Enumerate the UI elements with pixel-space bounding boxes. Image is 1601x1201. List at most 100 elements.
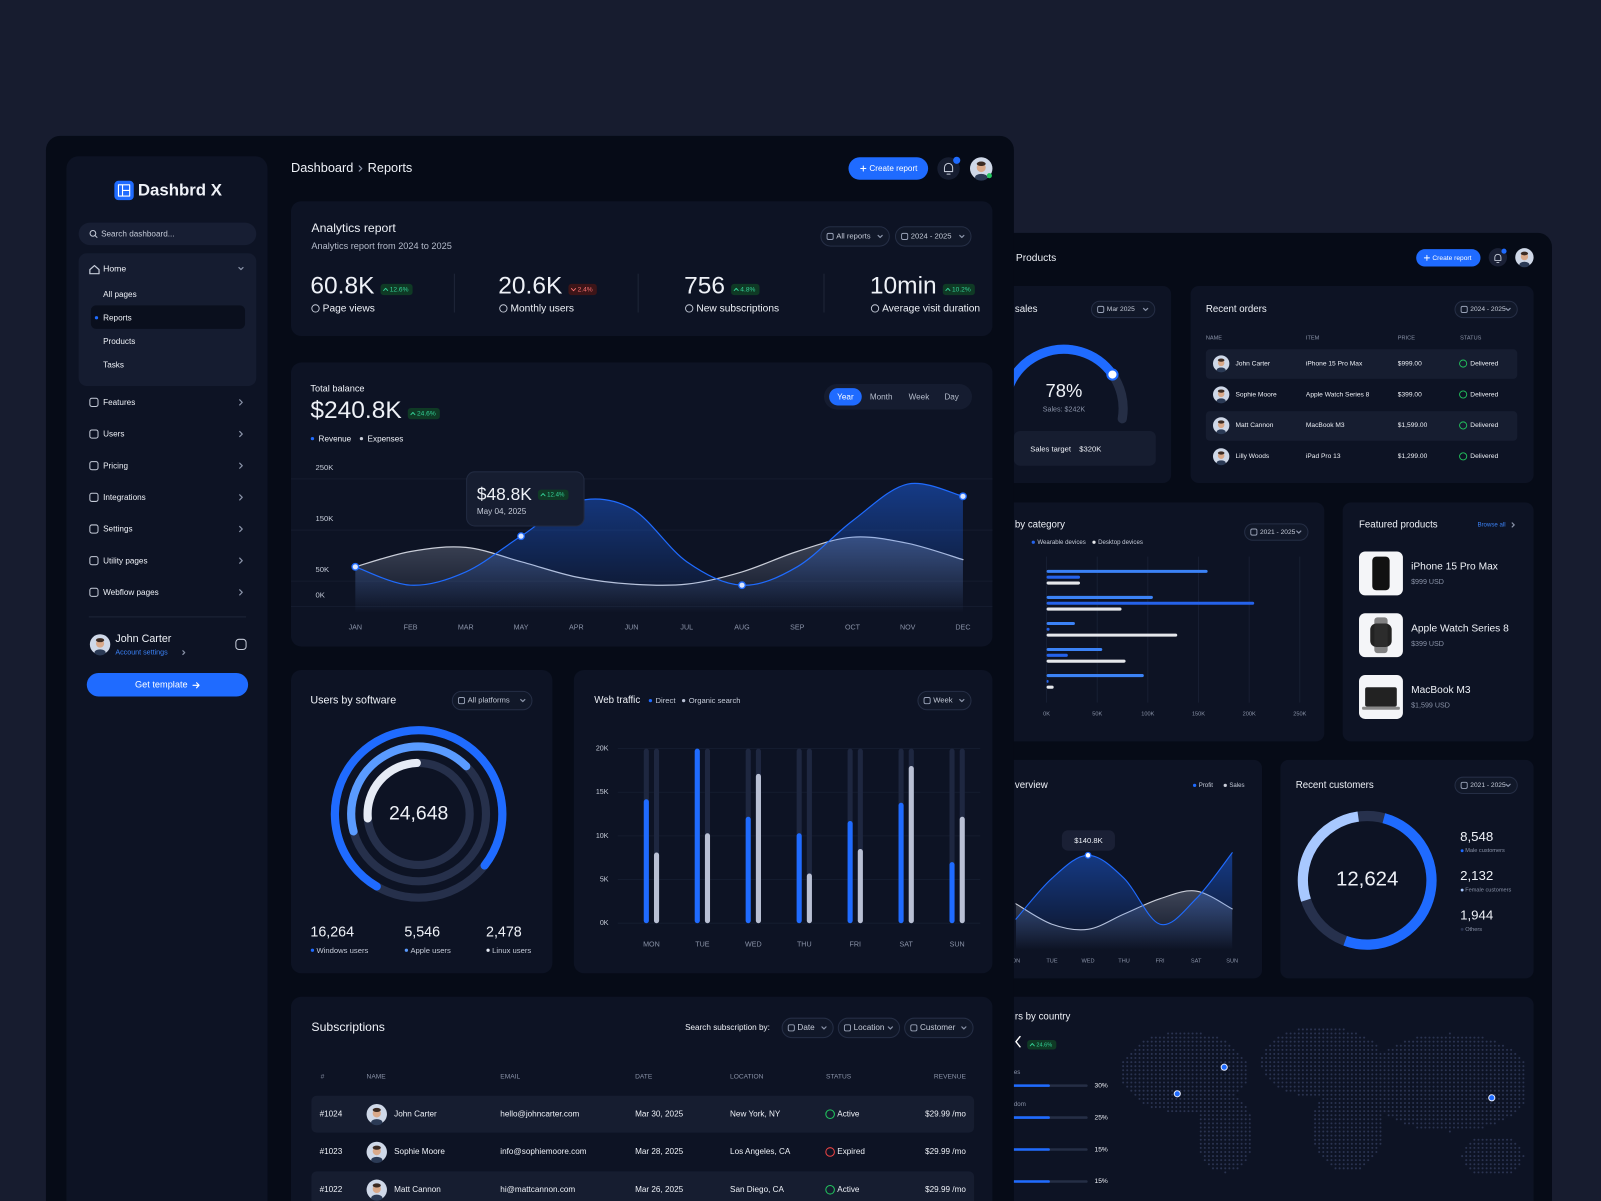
map-dot xyxy=(1350,1134,1353,1137)
user-link[interactable]: Account settings xyxy=(115,648,168,656)
create-button[interactable] xyxy=(1416,249,1481,267)
nav-item[interactable]: Webflow pages xyxy=(103,588,159,597)
map-dot xyxy=(1428,1073,1431,1076)
map-dot xyxy=(1448,1114,1451,1117)
map-dot xyxy=(1514,1159,1517,1162)
search-box[interactable] xyxy=(78,222,257,246)
stat-label: Linux users xyxy=(492,946,531,955)
map-dot xyxy=(1375,1122,1378,1125)
map-dot xyxy=(1371,1134,1374,1137)
map-dot xyxy=(1269,1069,1272,1072)
tab[interactable]: Day xyxy=(944,392,959,401)
map-dot xyxy=(1493,1077,1496,1080)
map-dot xyxy=(1367,1130,1370,1133)
map-dot xyxy=(1273,1069,1276,1072)
map-dot xyxy=(1359,1073,1362,1076)
filter-pill[interactable] xyxy=(1454,776,1518,795)
home-icon xyxy=(89,264,100,275)
map-dot xyxy=(1379,1110,1382,1113)
column-header: ITEM xyxy=(1306,336,1320,342)
nav-item[interactable]: Utility pages xyxy=(103,556,147,565)
map-dot xyxy=(1269,1057,1272,1060)
map-dot xyxy=(1359,1101,1362,1104)
map-dot xyxy=(1514,1146,1517,1149)
map-dot xyxy=(1506,1061,1509,1064)
map-dot xyxy=(1150,1061,1153,1064)
map-dot xyxy=(1326,1044,1329,1047)
tab[interactable]: Month xyxy=(870,392,893,401)
chevron xyxy=(961,1026,967,1030)
nav-item[interactable]: Users xyxy=(103,430,124,439)
search-icon xyxy=(89,229,97,237)
map-dot xyxy=(1301,1089,1304,1092)
create-button[interactable] xyxy=(848,157,929,180)
map-dot xyxy=(1322,1036,1325,1039)
nav-item[interactable]: Settings xyxy=(103,525,132,534)
nav-item[interactable]: Home xyxy=(103,263,126,273)
map-dot xyxy=(1363,1163,1366,1166)
map-dot xyxy=(1187,1040,1190,1043)
map-dot xyxy=(1465,1126,1468,1129)
breadcrumb[interactable]: Dashboard xyxy=(291,160,353,175)
toggle-icon xyxy=(235,638,247,651)
map-dot xyxy=(1322,1073,1325,1076)
map-dot xyxy=(1228,1110,1231,1113)
tab[interactable]: Year xyxy=(837,392,854,401)
map-dot xyxy=(1375,1073,1378,1076)
map-dot xyxy=(1424,1065,1427,1068)
map-dot xyxy=(1506,1065,1509,1068)
map-dot xyxy=(1191,1065,1194,1068)
map-dot xyxy=(1363,1126,1366,1129)
map-dot xyxy=(1424,1044,1427,1047)
map-dot xyxy=(1322,1146,1325,1149)
nav-item[interactable]: Pricing xyxy=(103,461,128,470)
map-dot xyxy=(1477,1089,1480,1092)
item-name: iPhone 15 Pro Max xyxy=(1306,360,1363,367)
nav-subitem[interactable]: Reports xyxy=(103,313,132,322)
map-dot xyxy=(1485,1081,1488,1084)
filter-pill[interactable] xyxy=(820,226,890,247)
map-dot xyxy=(1399,1106,1402,1109)
map-dot xyxy=(1346,1101,1349,1104)
map-dot xyxy=(1481,1061,1484,1064)
map-dot xyxy=(1354,1040,1357,1043)
map-dot xyxy=(1416,1101,1419,1104)
filter-pill[interactable] xyxy=(904,1017,974,1039)
tab[interactable]: Week xyxy=(909,392,931,401)
change-text: 12.6% xyxy=(390,287,409,294)
map-dot xyxy=(1187,1069,1190,1072)
map-dot xyxy=(1522,1077,1525,1080)
map-dot xyxy=(1424,1097,1427,1100)
map-dot xyxy=(1403,1081,1406,1084)
nav-item[interactable]: Integrations xyxy=(103,493,146,502)
map-dot xyxy=(1175,1044,1178,1047)
filter-pill[interactable] xyxy=(1244,523,1309,541)
cta-button[interactable] xyxy=(86,673,249,697)
bar xyxy=(755,773,761,924)
map-dot xyxy=(1228,1048,1231,1051)
map-dot xyxy=(1224,1146,1227,1149)
filter-pill[interactable] xyxy=(781,1017,834,1039)
filter-pill[interactable] xyxy=(1454,300,1518,319)
filter-pill[interactable] xyxy=(837,1017,901,1039)
browse-link[interactable]: Browse all xyxy=(1477,522,1505,529)
map-dot xyxy=(1281,1081,1284,1084)
map-dot xyxy=(1158,1061,1161,1064)
filter-pill[interactable] xyxy=(451,690,533,711)
map-dot xyxy=(1489,1167,1492,1170)
notification-button[interactable] xyxy=(937,157,960,180)
filter-pill[interactable] xyxy=(917,690,972,711)
map-dot xyxy=(1240,1163,1243,1166)
nav-item[interactable]: Features xyxy=(103,398,135,407)
nav-subitem[interactable]: Products xyxy=(103,337,135,346)
map-dot xyxy=(1314,1093,1317,1096)
filter-pill[interactable] xyxy=(894,226,972,247)
nav-subitem[interactable]: All pages xyxy=(103,290,137,299)
map-dot xyxy=(1191,1069,1194,1072)
map-dot xyxy=(1195,1061,1198,1064)
nav-subitem[interactable]: Tasks xyxy=(103,361,124,370)
filter-pill[interactable] xyxy=(1090,300,1156,319)
map-dot xyxy=(1469,1044,1472,1047)
map-dot xyxy=(1203,1155,1206,1158)
map-dot xyxy=(1506,1146,1509,1149)
